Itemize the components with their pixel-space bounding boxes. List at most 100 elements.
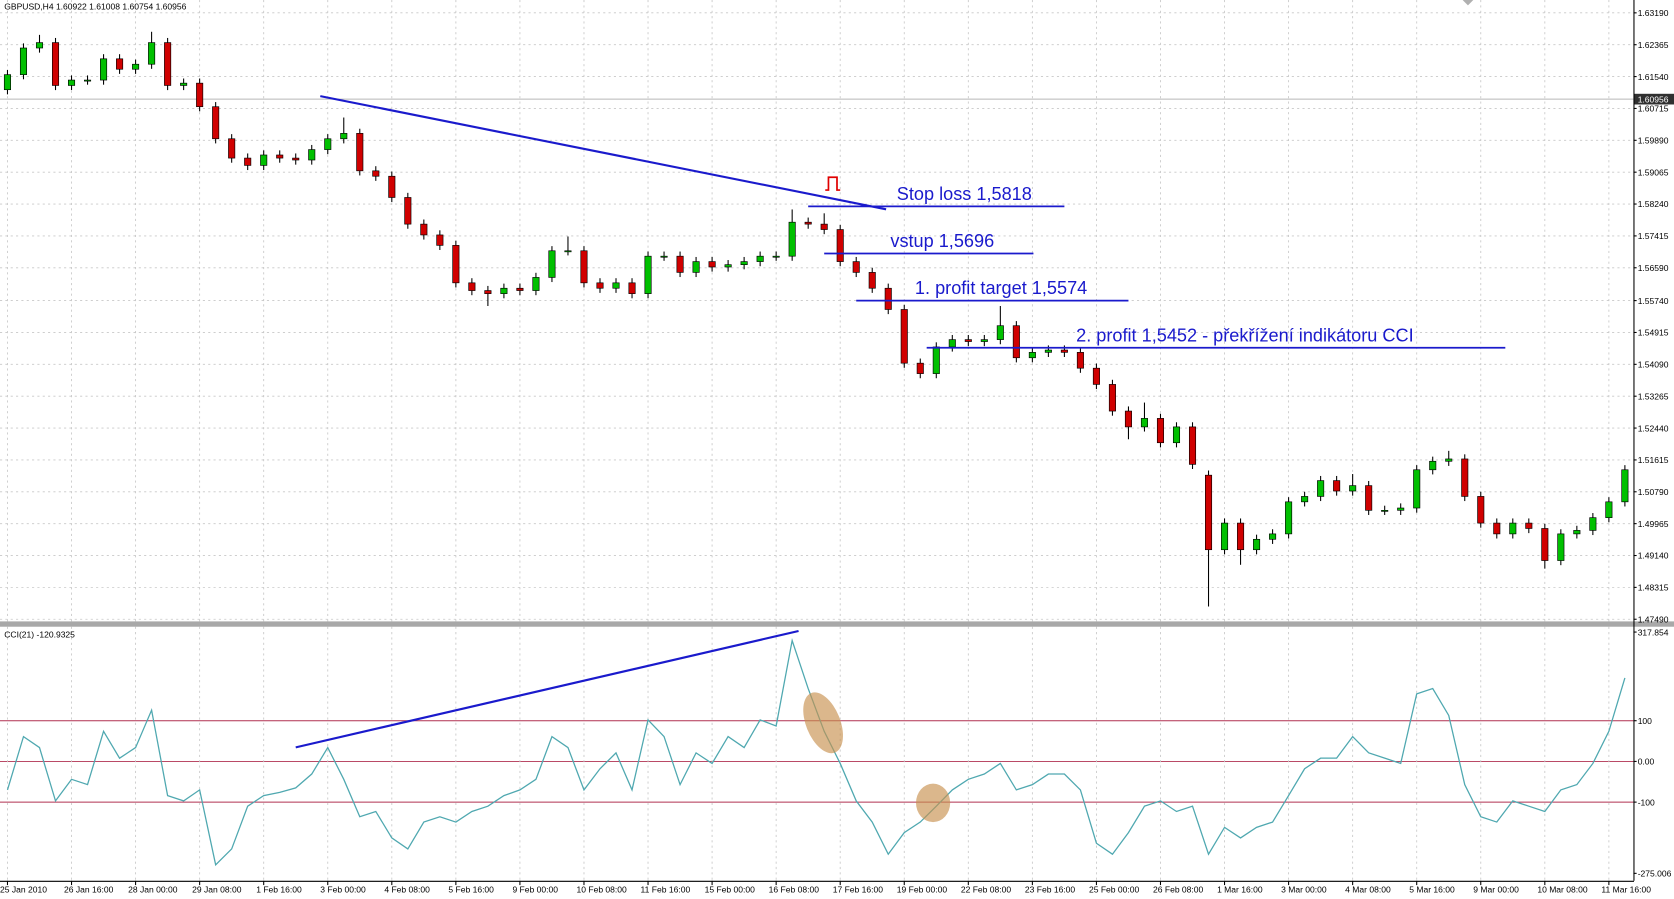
y-tick-label: 1.49965 xyxy=(1638,519,1669,529)
candle-body xyxy=(276,154,284,159)
candle-body xyxy=(116,58,124,70)
candle-body xyxy=(388,175,396,198)
candle-body xyxy=(468,282,476,291)
candle-body xyxy=(1557,533,1565,561)
x-tick-label: 10 Feb 08:00 xyxy=(577,885,628,895)
candle-body xyxy=(1188,426,1197,465)
x-tick-label: 22 Feb 08:00 xyxy=(961,885,1012,895)
y-tick-label: 1.50790 xyxy=(1638,487,1669,497)
candle-body xyxy=(404,197,412,225)
candle-body xyxy=(788,221,796,257)
candle-body xyxy=(1012,325,1020,359)
candle-body xyxy=(692,261,700,273)
x-tick-label: 11 Mar 16:00 xyxy=(1601,885,1651,895)
candle-body xyxy=(372,170,380,177)
y-tick-label: 1.56590 xyxy=(1638,263,1669,273)
candle-body xyxy=(1269,533,1277,540)
annotation-label: 1. profit target 1,5574 xyxy=(915,278,1087,298)
price-trendline xyxy=(320,95,887,211)
candle-body xyxy=(916,362,924,374)
x-tick-label: 9 Mar 00:00 xyxy=(1473,885,1519,895)
chart-title: GBPUSD,H4 1.60922 1.61008 1.60754 1.6095… xyxy=(4,2,186,12)
candle-body xyxy=(932,346,940,374)
candle-body xyxy=(980,339,988,342)
candle-body xyxy=(804,221,812,225)
candle-body xyxy=(324,138,332,150)
panel-separator xyxy=(0,621,1674,627)
candle-body xyxy=(948,339,956,348)
highlight-ellipse xyxy=(916,783,951,823)
candle-body xyxy=(500,287,508,294)
candle-body xyxy=(148,42,156,65)
candle-body xyxy=(580,250,588,284)
x-tick-label: 4 Mar 08:00 xyxy=(1345,885,1391,895)
candle-body xyxy=(484,290,492,294)
candle-body xyxy=(1621,469,1629,503)
candle-body xyxy=(1028,352,1036,359)
y-tick-label: -100 xyxy=(1638,797,1655,807)
candle-body xyxy=(836,229,844,262)
highlight-ellipse xyxy=(803,692,843,754)
candle-body xyxy=(1493,522,1501,535)
candle-body xyxy=(1285,501,1293,535)
candle-body xyxy=(1076,352,1084,369)
cci-trendline xyxy=(295,629,799,749)
y-tick-label: 1.58240 xyxy=(1638,199,1669,209)
candle-body xyxy=(1445,458,1453,462)
candle-body xyxy=(644,255,652,294)
indicator-title: CCI(21) -120.9325 xyxy=(4,629,75,639)
y-tick-label: 1.57415 xyxy=(1638,231,1669,241)
candle-body xyxy=(596,282,604,289)
y-tick-label: 1.51615 xyxy=(1638,455,1669,465)
plot xyxy=(3,31,1629,867)
candle-body xyxy=(68,79,76,86)
candle-body xyxy=(244,157,252,166)
y-tick-label: 317.854 xyxy=(1638,627,1669,637)
annotation-label: vstup 1,5696 xyxy=(890,231,994,251)
candle-body xyxy=(1525,522,1533,529)
x-tick-label: 29 Jan 08:00 xyxy=(192,885,242,895)
grid xyxy=(0,0,1634,881)
y-tick-label: 1.53265 xyxy=(1638,391,1669,401)
candle-body xyxy=(820,223,828,230)
y-tick-label: 0.00 xyxy=(1638,757,1655,767)
x-tick-label: 1 Mar 16:00 xyxy=(1217,885,1263,895)
candle-body xyxy=(1140,418,1148,428)
y-tick-label: 1.48315 xyxy=(1638,583,1669,593)
candle-body xyxy=(628,282,636,294)
y-tick-label: 1.54090 xyxy=(1638,360,1669,370)
candle-body xyxy=(1205,474,1213,551)
candle-body xyxy=(100,58,108,81)
candle-body xyxy=(884,287,892,310)
y-tick-label: 1.59065 xyxy=(1638,167,1669,177)
x-tick-label: 16 Feb 08:00 xyxy=(769,885,820,895)
fractal-marker xyxy=(825,176,841,191)
x-tick-label: 9 Feb 00:00 xyxy=(512,885,558,895)
candle-body xyxy=(84,79,92,82)
candle-body xyxy=(1333,480,1341,492)
x-tick-label: 23 Feb 16:00 xyxy=(1025,885,1076,895)
candle-body xyxy=(1301,496,1309,503)
candle-body xyxy=(1429,460,1437,471)
x-tick-label: 3 Feb 00:00 xyxy=(320,885,366,895)
candle-body xyxy=(308,149,316,161)
candle-body xyxy=(35,42,44,49)
y-tick-label: 1.63190 xyxy=(1638,8,1669,18)
candle-body xyxy=(676,255,684,273)
candle-body xyxy=(356,133,364,172)
annotation-label: 2. profit 1,5452 - překřížení indikátoru… xyxy=(1076,325,1413,345)
candle-body xyxy=(1397,507,1405,511)
y-tick-label: 1.62365 xyxy=(1638,40,1669,50)
y-tick-label: 1.52440 xyxy=(1638,423,1669,433)
candle-body xyxy=(51,42,60,86)
candle-body xyxy=(1541,528,1549,561)
candle-body xyxy=(724,264,732,268)
candle-body xyxy=(708,261,716,268)
candle-body xyxy=(436,234,444,246)
x-tick-label: 15 Feb 00:00 xyxy=(705,885,756,895)
x-tick-label: 4 Feb 08:00 xyxy=(384,885,430,895)
y-tick-label: 1.54915 xyxy=(1638,328,1669,338)
